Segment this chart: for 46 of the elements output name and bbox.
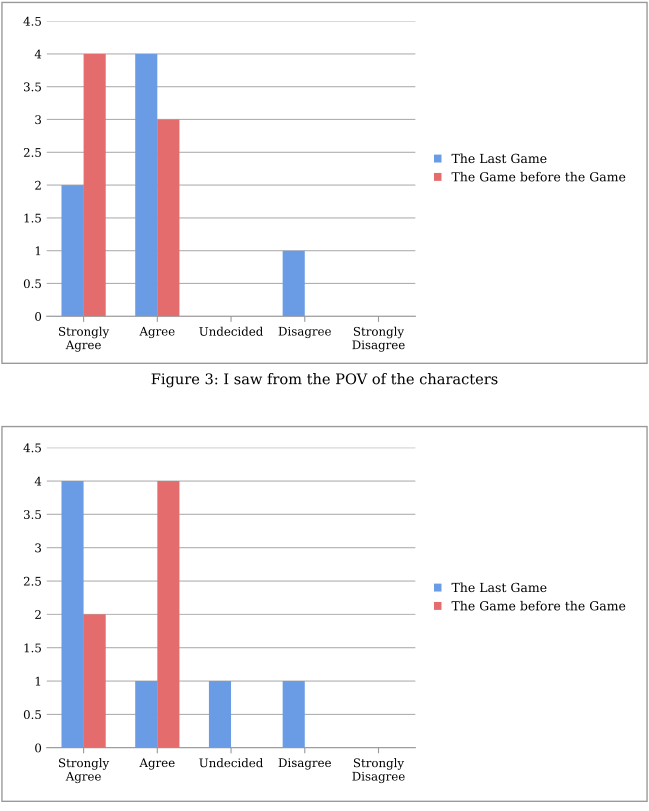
y-tick-label: 0 <box>35 312 42 321</box>
legend-label: The Game before the Game <box>452 172 626 182</box>
y-tick-label: 4 <box>34 476 42 486</box>
y-tick-label: 2 <box>35 180 41 190</box>
bar <box>135 681 158 748</box>
y-tick-label: 1.5 <box>24 643 41 652</box>
y-tick-label: 4.5 <box>23 16 41 26</box>
x-tick-label: Disagree <box>278 758 331 770</box>
bar <box>208 681 232 748</box>
y-tick-label: 3.5 <box>24 510 41 520</box>
caption: Figure 3: I saw from the POV of the characters <box>152 373 498 388</box>
legend-label: The Last Game <box>452 153 546 164</box>
bar <box>157 481 180 748</box>
bar <box>84 614 106 748</box>
x-tick-label: Agree <box>139 326 175 338</box>
x-tick-label: Strongly Agree <box>58 326 110 352</box>
y-tick-label: 3.5 <box>24 82 41 92</box>
x-tick-label: Undecided <box>199 326 263 336</box>
bar <box>61 185 84 316</box>
legend-label: The Last Game <box>452 582 546 592</box>
x-tick-label: Strongly Agree <box>58 758 110 784</box>
x-tick-label: Strongly Disagree <box>352 326 405 352</box>
bar <box>61 481 84 748</box>
bar <box>84 54 106 316</box>
y-tick-label: 2.5 <box>24 148 41 157</box>
y-tick-label: 2.5 <box>24 576 41 586</box>
x-tick-label: Agree <box>139 758 175 770</box>
y-tick-label: 1 <box>36 676 40 686</box>
x-tick-label: Strongly Disagree <box>352 758 405 784</box>
x-tick-label: Undecided <box>199 758 263 768</box>
y-tick-label: 2 <box>35 610 41 619</box>
legend-label: The Game before the Game <box>452 600 626 611</box>
y-tick-label: 3 <box>35 115 41 124</box>
y-tick-label: 0 <box>35 743 42 752</box>
y-tick-label: 3 <box>35 543 41 552</box>
y-tick-label: 1.5 <box>24 214 41 223</box>
y-tick-label: 1 <box>36 246 40 256</box>
bar <box>282 681 305 748</box>
x-tick-label: Disagree <box>278 326 331 338</box>
bar <box>135 54 158 316</box>
y-tick-label: 0.5 <box>24 710 41 720</box>
y-tick-label: 4.5 <box>23 443 41 452</box>
bar <box>282 250 305 316</box>
bar <box>157 119 180 316</box>
y-tick-label: 0.5 <box>24 279 41 288</box>
y-tick-label: 4 <box>34 50 42 58</box>
